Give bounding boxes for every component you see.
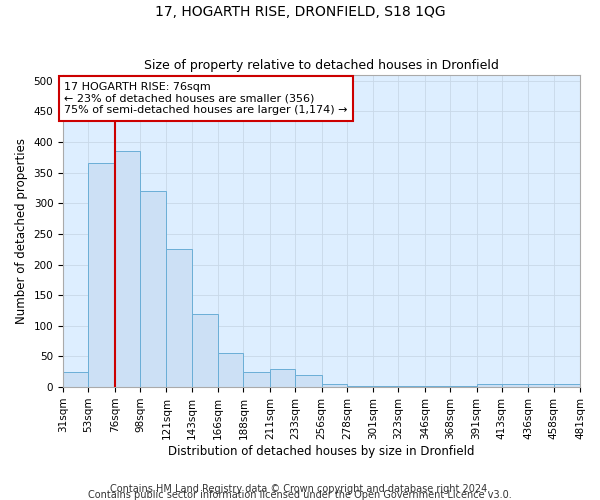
X-axis label: Distribution of detached houses by size in Dronfield: Distribution of detached houses by size … — [168, 444, 475, 458]
Bar — [115, 151, 140, 387]
Text: Contains public sector information licensed under the Open Government Licence v3: Contains public sector information licen… — [88, 490, 512, 500]
Bar — [244, 372, 270, 387]
Bar — [88, 164, 115, 387]
Bar — [295, 375, 322, 387]
Bar — [476, 384, 502, 387]
Bar — [580, 384, 600, 387]
Bar — [270, 368, 295, 387]
Bar — [425, 386, 450, 387]
Bar — [140, 191, 166, 387]
Bar — [166, 249, 191, 387]
Bar — [347, 386, 373, 387]
Bar — [398, 386, 425, 387]
Bar — [218, 354, 244, 387]
Bar — [502, 384, 529, 387]
Text: Contains HM Land Registry data © Crown copyright and database right 2024.: Contains HM Land Registry data © Crown c… — [110, 484, 490, 494]
Text: 17 HOGARTH RISE: 76sqm
← 23% of detached houses are smaller (356)
75% of semi-de: 17 HOGARTH RISE: 76sqm ← 23% of detached… — [64, 82, 347, 115]
Bar — [63, 372, 88, 387]
Y-axis label: Number of detached properties: Number of detached properties — [15, 138, 28, 324]
Bar — [322, 384, 347, 387]
Bar — [450, 386, 476, 387]
Bar — [529, 384, 554, 387]
Bar — [373, 386, 398, 387]
Bar — [191, 314, 218, 387]
Title: Size of property relative to detached houses in Dronfield: Size of property relative to detached ho… — [144, 59, 499, 72]
Text: 17, HOGARTH RISE, DRONFIELD, S18 1QG: 17, HOGARTH RISE, DRONFIELD, S18 1QG — [155, 5, 445, 19]
Bar — [554, 384, 580, 387]
